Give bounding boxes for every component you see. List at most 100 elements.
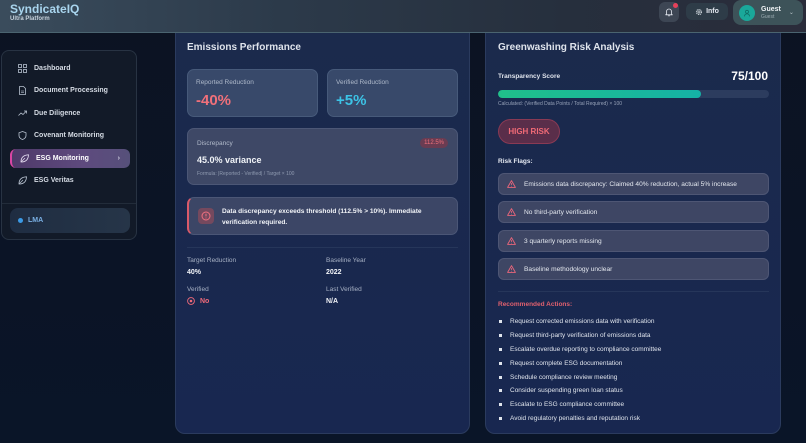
status-dot-icon: [18, 218, 23, 223]
baseline-year-value: 2022: [326, 269, 342, 276]
user-icon: [744, 9, 750, 16]
action-item: Request complete ESG documentation: [498, 356, 661, 370]
document-icon: [18, 86, 27, 95]
gear-icon: [696, 8, 703, 15]
action-text: Schedule compliance review meeting: [510, 373, 618, 381]
stat-label: Reported Reduction: [196, 79, 254, 86]
action-text: Request third-party verification of emis…: [510, 332, 651, 340]
sidebar-item-esg-veritas[interactable]: ESG Veritas: [10, 171, 130, 190]
leaf-icon: [20, 154, 29, 163]
trending-up-icon: [18, 109, 27, 118]
discrepancy-card: Discrepancy 112.5% 45.0% variance Formul…: [187, 128, 458, 185]
chevron-right-icon: ›: [117, 155, 120, 162]
lma-label: LMA: [28, 217, 44, 224]
bell-icon: [665, 8, 673, 17]
sidebar-item-label: ESG Monitoring: [36, 155, 89, 162]
warning-triangle-icon: [507, 180, 516, 188]
divider: [498, 291, 769, 292]
notifications-button[interactable]: [659, 2, 679, 22]
verified-value: No: [200, 297, 210, 305]
warning-triangle-icon: [507, 208, 516, 216]
verified-reduction-card: Verified Reduction +5%: [327, 69, 458, 117]
verified-reduction-value: +5%: [336, 92, 367, 109]
action-item: Avoid regulatory penalties and reputatio…: [498, 412, 661, 426]
x-circle-icon: [187, 297, 195, 305]
sidebar-item-document-processing[interactable]: Document Processing: [10, 81, 130, 100]
transparency-progress-fill: [498, 90, 702, 98]
risk-flag: 3 quarterly reports missing: [498, 230, 769, 252]
last-verified-label: Last Verified: [326, 286, 362, 293]
action-text: Consider suspending green loan status: [510, 387, 623, 395]
recommended-actions-list: Request corrected emissions data with ve…: [498, 315, 661, 425]
action-item: Consider suspending green loan status: [498, 384, 661, 398]
panel-title: Emissions Performance: [187, 42, 301, 53]
risk-level-badge: HIGH RISK: [498, 119, 560, 144]
user-name: Guest: [761, 5, 781, 13]
action-item: Escalate to ESG compliance committee: [498, 398, 661, 412]
bullet-icon: [499, 416, 502, 420]
discrepancy-label: Discrepancy: [197, 140, 233, 147]
risk-flag: Baseline methodology unclear: [498, 258, 769, 280]
discrepancy-alert: Data discrepancy exceeds threshold (112.…: [187, 197, 458, 235]
sidebar-item-covenant-monitoring[interactable]: Covenant Monitoring: [10, 126, 130, 145]
action-item: Schedule compliance review meeting: [498, 370, 661, 384]
sidebar-item-label: Due Diligence: [34, 110, 81, 117]
risk-flag-text: 3 quarterly reports missing: [524, 237, 602, 245]
discrepancy-badge: 112.5%: [420, 138, 448, 148]
sidebar-item-dashboard[interactable]: Dashboard: [10, 59, 130, 78]
sidebar-item-label: Document Processing: [34, 87, 108, 94]
leaf-icon: [18, 176, 27, 185]
chevron-down-icon: ⌄: [788, 10, 794, 16]
sidebar-item-label: Dashboard: [34, 65, 71, 72]
action-item: Request corrected emissions data with ve…: [498, 315, 661, 329]
info-label: Info: [706, 8, 719, 15]
info-button[interactable]: Info: [686, 3, 728, 20]
lma-status[interactable]: LMA: [10, 208, 130, 233]
verified-label: Verified: [187, 286, 209, 293]
action-text: Request corrected emissions data with ve…: [510, 318, 655, 326]
action-text: Escalate overdue reporting to compliance…: [510, 345, 662, 353]
bullet-icon: [499, 403, 502, 407]
sidebar: Dashboard Document Processing Due Dilige…: [1, 50, 137, 240]
verified-status: No: [187, 297, 209, 305]
greenwashing-risk-panel: Greenwashing Risk Analysis Transparency …: [485, 20, 781, 434]
avatar: [739, 4, 755, 21]
baseline-year-label: Baseline Year: [326, 257, 366, 264]
sidebar-item-esg-monitoring[interactable]: ESG Monitoring ›: [10, 149, 130, 168]
notification-badge: [673, 3, 678, 8]
user-menu-button[interactable]: Guest Guest ⌄: [733, 0, 803, 25]
bullet-icon: [499, 347, 502, 351]
user-role: Guest: [761, 13, 775, 20]
divider: [2, 203, 136, 204]
brand-title[interactable]: SyndicateIQ: [10, 2, 80, 16]
divider: [187, 247, 458, 248]
discrepancy-value: 45.0% variance: [197, 155, 262, 165]
emissions-performance-panel: Emissions Performance Reported Reduction…: [175, 20, 470, 434]
warning-triangle-icon: [507, 237, 516, 245]
action-item: Escalate overdue reporting to compliance…: [498, 343, 661, 357]
risk-flag-text: Baseline methodology unclear: [524, 265, 613, 273]
bullet-icon: [499, 320, 502, 324]
reported-reduction-value: -40%: [196, 92, 232, 109]
transparency-score-value: 75/100: [731, 69, 768, 83]
action-item: Request third-party verification of emis…: [498, 329, 661, 343]
risk-flag: Emissions data discrepancy: Claimed 40% …: [498, 173, 769, 195]
risk-flag: No third-party verification: [498, 201, 769, 223]
brand-subtitle: Ultra Platform: [10, 16, 50, 22]
risk-flags-title: Risk Flags:: [498, 158, 533, 165]
last-verified-value: N/A: [326, 298, 339, 305]
bullet-icon: [499, 375, 502, 379]
transparency-progress-bar: [498, 90, 769, 98]
grid-icon: [18, 64, 27, 73]
reported-reduction-card: Reported Reduction -40%: [187, 69, 318, 117]
sidebar-item-due-diligence[interactable]: Due Diligence: [10, 104, 130, 123]
stat-label: Verified Reduction: [336, 79, 389, 86]
top-header: SyndicateIQ Ultra Platform Info Guest Gu…: [0, 0, 806, 33]
transparency-score-label: Transparency Score: [498, 73, 561, 80]
panel-title: Greenwashing Risk Analysis: [498, 42, 635, 53]
alert-text: Data discrepancy exceeds threshold (112.…: [222, 208, 422, 226]
target-reduction-label: Target Reduction: [187, 257, 237, 264]
action-text: Avoid regulatory penalties and reputatio…: [510, 414, 640, 422]
risk-flag-text: Emissions data discrepancy: Claimed 40% …: [524, 180, 737, 188]
action-text: Request complete ESG documentation: [510, 359, 623, 367]
